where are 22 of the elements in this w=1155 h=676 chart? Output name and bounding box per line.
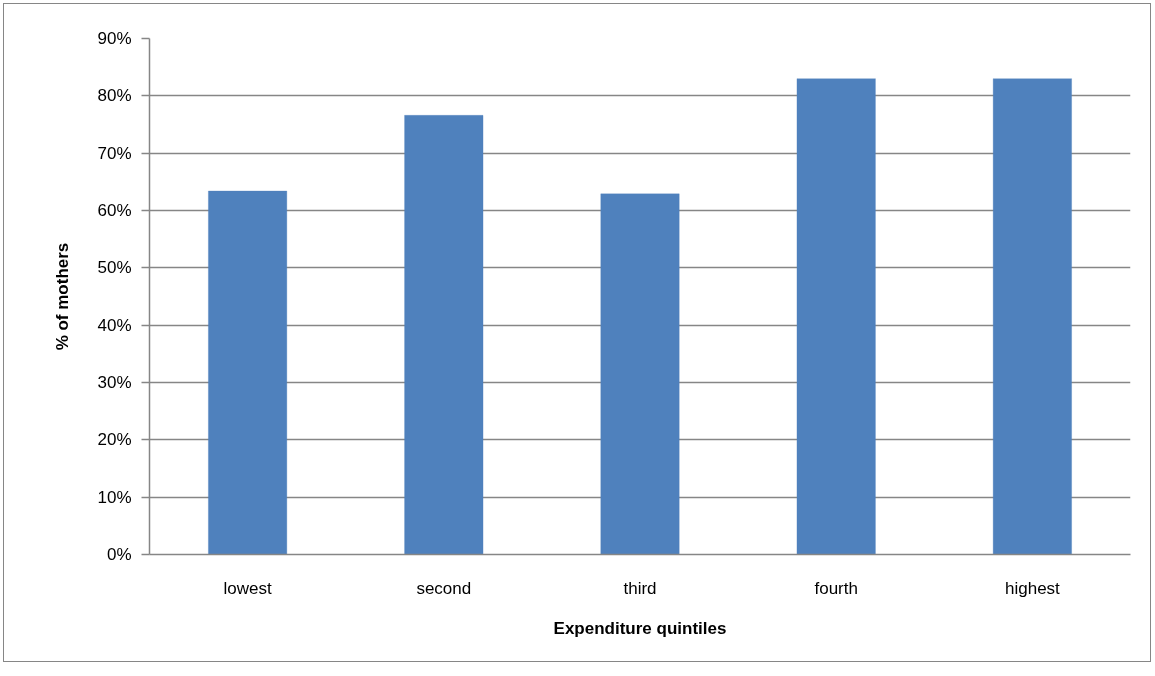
bar — [600, 193, 680, 555]
bar — [207, 190, 288, 555]
y-tick-label: 20% — [97, 430, 132, 450]
x-axis-title: Expenditure quintiles — [553, 618, 727, 638]
x-tick-label: highest — [1004, 578, 1061, 598]
bar — [992, 78, 1073, 555]
y-axis-title: % of mothers — [53, 242, 73, 351]
y-tick-label: 80% — [97, 86, 132, 106]
bar — [404, 114, 484, 555]
y-tick-label: 0% — [106, 545, 132, 564]
y-tick-label: 40% — [97, 315, 132, 335]
bar — [796, 78, 876, 555]
y-tick-label: 70% — [97, 143, 132, 163]
y-tick-label: 30% — [97, 373, 132, 392]
y-tick-label: 60% — [97, 201, 132, 220]
x-tick-label: lowest — [223, 578, 272, 598]
y-tick-label: 90% — [97, 29, 132, 48]
x-tick-label: third — [623, 578, 657, 598]
x-tick-label: second — [416, 578, 472, 598]
y-tick-label: 10% — [97, 487, 132, 507]
y-tick-label: 50% — [97, 258, 132, 278]
x-tick-label: fourth — [814, 578, 858, 598]
